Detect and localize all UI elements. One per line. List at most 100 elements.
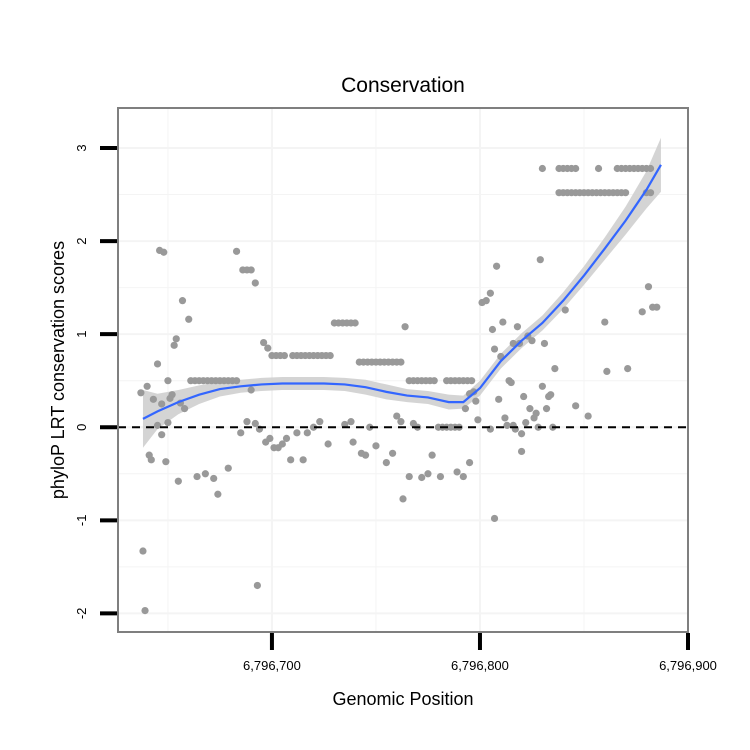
data-point	[260, 338, 268, 347]
x-axis-ticks: 6,796,700 6,796,800 6,796,900	[243, 633, 717, 673]
data-point	[572, 402, 580, 410]
data-point	[193, 472, 201, 481]
data-points	[137, 164, 661, 615]
data-point	[540, 339, 549, 348]
data-point	[601, 318, 609, 326]
data-point	[644, 283, 653, 291]
data-point	[538, 382, 546, 390]
data-point	[232, 247, 241, 255]
data-point	[287, 456, 295, 464]
data-point	[495, 395, 503, 403]
data-point	[572, 164, 580, 173]
confidence-ribbon	[142, 137, 661, 448]
data-point	[147, 456, 155, 464]
data-point	[561, 306, 569, 314]
data-point	[621, 189, 630, 197]
data-point	[237, 429, 245, 437]
data-point	[201, 470, 209, 478]
data-point	[382, 459, 390, 467]
data-point	[499, 318, 507, 326]
data-point	[278, 440, 286, 448]
data-point	[172, 335, 180, 343]
data-point	[646, 189, 655, 197]
data-point	[405, 472, 413, 481]
data-point	[303, 429, 311, 437]
data-point	[520, 392, 528, 401]
y-tick-label: 3	[74, 144, 89, 151]
data-point	[232, 377, 241, 385]
x-tick-label: 6,796,900	[659, 658, 717, 673]
data-point	[490, 345, 499, 353]
data-point	[490, 514, 499, 523]
data-point	[526, 405, 534, 413]
data-point	[503, 421, 511, 429]
data-point	[424, 470, 432, 478]
data-point	[247, 386, 255, 394]
gridlines	[118, 108, 688, 632]
data-point	[366, 423, 374, 431]
data-point	[482, 297, 490, 305]
data-point	[509, 339, 517, 348]
data-point	[528, 337, 536, 345]
data-point	[488, 325, 497, 334]
data-point	[299, 456, 307, 464]
data-point	[351, 319, 359, 327]
data-point	[149, 395, 157, 403]
data-point	[459, 472, 467, 481]
data-point	[264, 344, 272, 352]
data-point	[517, 447, 526, 456]
data-point	[164, 418, 172, 427]
data-point	[214, 490, 222, 498]
data-point	[397, 418, 405, 426]
data-point	[243, 418, 251, 426]
data-point	[472, 397, 480, 405]
data-point	[430, 377, 438, 385]
data-point	[251, 279, 259, 287]
data-point	[536, 256, 544, 264]
data-point	[168, 391, 176, 399]
smooth-line-layer	[142, 164, 662, 420]
data-point	[158, 400, 166, 408]
panel-border	[117, 107, 689, 633]
data-point	[388, 449, 397, 457]
data-point	[153, 360, 162, 368]
data-point	[349, 438, 357, 446]
data-point	[280, 351, 289, 360]
data-point	[372, 442, 380, 450]
data-point	[418, 473, 426, 482]
data-point	[532, 409, 540, 417]
x-tick-label: 6,796,800	[451, 658, 509, 673]
data-point	[513, 323, 522, 331]
data-point	[247, 266, 255, 274]
data-point	[393, 412, 401, 420]
data-point	[468, 377, 476, 385]
data-point	[143, 382, 151, 390]
data-point	[603, 367, 611, 375]
data-point	[638, 308, 646, 316]
data-point	[624, 365, 632, 373]
chart-title: Conservation	[341, 74, 465, 97]
smooth-trend-line	[142, 164, 662, 420]
data-point	[224, 464, 232, 472]
data-point	[293, 429, 301, 437]
data-point	[547, 391, 555, 399]
y-tick-label: 1	[74, 331, 89, 338]
data-point	[646, 164, 655, 173]
data-point	[594, 164, 603, 173]
data-point	[210, 474, 218, 483]
data-point	[316, 418, 324, 426]
data-point	[428, 451, 436, 459]
data-point	[170, 341, 178, 349]
data-point	[461, 405, 470, 413]
data-point	[493, 262, 501, 270]
data-point	[251, 419, 259, 428]
data-point	[584, 412, 592, 420]
data-point	[542, 405, 551, 413]
data-point	[153, 421, 162, 429]
data-point	[137, 389, 145, 397]
data-point	[436, 472, 445, 481]
y-tick-label: 2	[74, 237, 89, 244]
data-point	[160, 248, 168, 256]
data-point	[253, 581, 261, 590]
